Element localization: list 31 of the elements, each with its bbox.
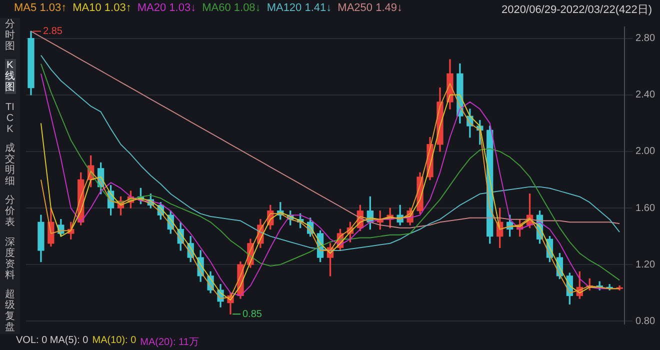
y-tick-label: 1.60 — [636, 202, 656, 214]
text: MA250 — [338, 2, 373, 14]
text: VOL: 0 MA(5): 0 — [16, 335, 88, 348]
text: 1.03↓ — [169, 2, 196, 14]
text: MA20 — [137, 2, 166, 14]
text: K线图 — [4, 59, 16, 94]
text: 成交明细 — [4, 142, 16, 188]
text: MA(20): 11万 — [140, 336, 199, 349]
text: MA120 — [266, 2, 302, 14]
y-tick-label: 2.80 — [636, 33, 656, 44]
y-tick-label: 0.80 — [636, 316, 656, 327]
text: MA10 — [72, 2, 102, 14]
text: MA60 — [202, 2, 231, 14]
text: MA5 — [14, 2, 37, 14]
text: 分价表 — [4, 194, 16, 230]
text: 1.03↑ — [104, 2, 132, 14]
text: 1.08↓ — [234, 2, 261, 14]
text: 1.03↑ — [40, 2, 67, 14]
text: 深度资料 — [4, 236, 16, 282]
annotation: 2.85 — [42, 26, 63, 37]
y-tick-label: 1.20 — [636, 259, 656, 270]
text: MA(10): 0 — [92, 335, 136, 348]
y-tick-label: 2.00 — [636, 146, 656, 158]
y-tick-label: 2.40 — [636, 90, 656, 101]
text: 1.49↓ — [376, 2, 402, 14]
text: 分时图 — [4, 18, 16, 53]
text: TICK — [4, 100, 16, 136]
text: 2020/06/29-2022/03/22(422日) — [502, 3, 652, 17]
text: 超级复盘 — [4, 288, 16, 334]
annotation: 0.85 — [242, 308, 262, 320]
text: 1.41↓ — [304, 2, 332, 14]
